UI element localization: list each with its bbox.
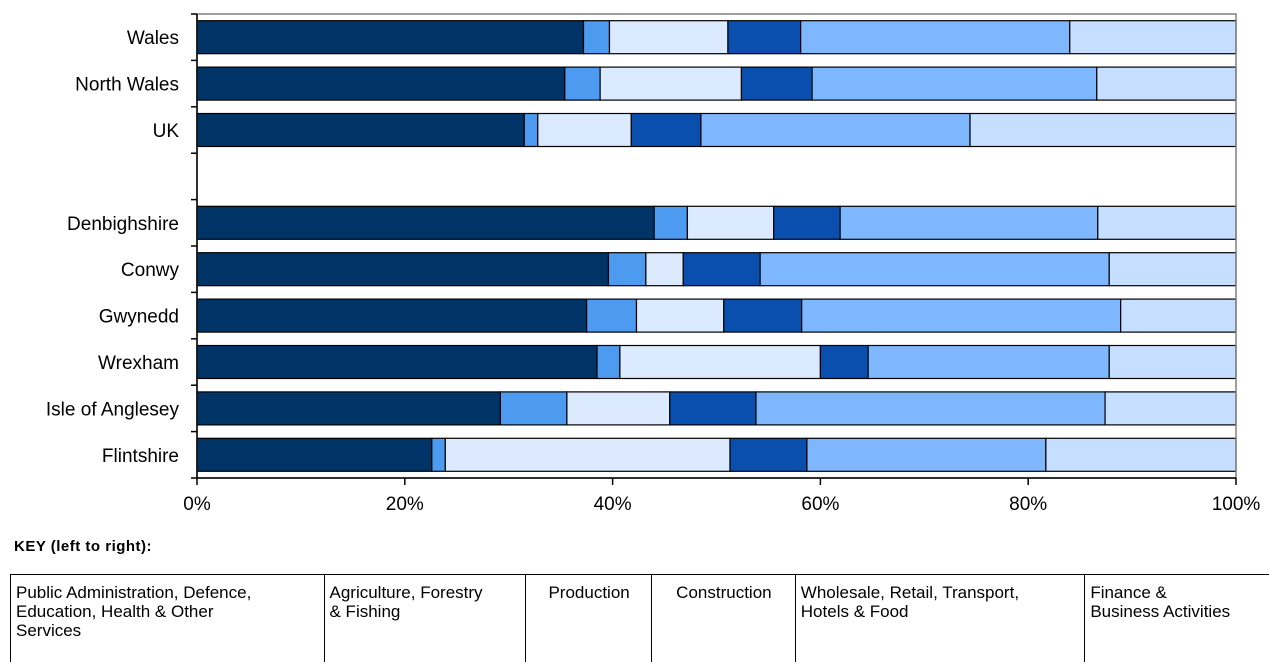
bar-segment (1108, 252, 1237, 287)
bar-segment (564, 66, 601, 101)
bar-segment (1045, 437, 1237, 472)
stacked-bar-chart: Wales North Wales UK Denbighshire Conwy Gwyne… (46, 13, 1260, 515)
category-label: North Wales (75, 75, 179, 96)
bar-segment (586, 298, 638, 333)
key-entry-production: Production (526, 575, 652, 662)
x-tick-label: 20% (386, 494, 424, 515)
bar-segment (1108, 344, 1237, 380)
bar-segment (801, 298, 1122, 333)
bar-segment (755, 391, 1106, 426)
key-entry-wholesale-retail: Wholesale, Retail, Transport, Hotels & F… (796, 575, 1086, 662)
bar-segment (635, 298, 725, 333)
bar-segment (523, 112, 539, 148)
bar-segment (1120, 298, 1237, 333)
x-tick-label: 40% (594, 494, 632, 515)
key-table: Public Administration, Defence, Educatio… (10, 574, 1269, 662)
bar-segment (619, 344, 821, 380)
bar-segment (444, 437, 731, 472)
axes-layer (191, 13, 1237, 485)
bar-segment (969, 112, 1237, 148)
bar-segment (582, 20, 611, 55)
bar-segment (723, 298, 803, 333)
bar-segment (773, 205, 841, 240)
bar-segment (196, 66, 566, 101)
key-entry-public-administration: Public Administration, Defence, Educatio… (11, 575, 325, 662)
bar-segment (729, 437, 808, 472)
bar-segment (686, 205, 775, 240)
category-label: Conwy (121, 260, 180, 281)
key-title: KEY (left to right): (14, 538, 153, 555)
bar-segment (596, 344, 621, 380)
bar-segment (1096, 66, 1237, 101)
x-tick-label: 60% (801, 494, 839, 515)
bar-segment (645, 252, 684, 287)
category-label: Wales (127, 28, 179, 49)
bar-segment (196, 344, 598, 380)
category-label: Denbighshire (67, 214, 179, 235)
bar-segment (196, 112, 525, 148)
x-tick-label: 100% (1212, 494, 1261, 515)
bar-segment (1069, 20, 1237, 55)
bar-segment (537, 112, 632, 148)
bar-segment (196, 252, 610, 287)
bar-segment (700, 112, 971, 148)
bar-segment (727, 20, 802, 55)
bar-segment (196, 20, 585, 55)
bar-segment (630, 112, 702, 148)
bar-segment (566, 391, 671, 426)
bar-segment (867, 344, 1110, 380)
bar-segment (499, 391, 568, 426)
category-label: UK (153, 121, 180, 142)
bar-segment (653, 205, 689, 240)
bar-segment (759, 252, 1110, 287)
bar-segment (800, 20, 1071, 55)
labels-layer: Wales North Wales UK Denbighshire Conwy Gwyne… (46, 28, 1260, 515)
bar-segment (431, 437, 446, 472)
bar-segment (608, 20, 729, 55)
x-tick-label: 0% (183, 494, 211, 515)
bar-segment (740, 66, 813, 101)
category-label: Gwynedd (99, 307, 179, 328)
bar-segment (839, 205, 1099, 240)
key-entry-finance: Finance & Business Activities (1090, 583, 1231, 621)
bar-segment (806, 437, 1047, 472)
bars-layer (196, 20, 1237, 472)
category-label: Wrexham (98, 353, 179, 374)
bar-segment (811, 66, 1098, 101)
x-tick-label: 80% (1009, 494, 1047, 515)
category-label: Flintshire (102, 446, 179, 467)
bar-segment (1097, 205, 1237, 240)
bar-segment (196, 205, 655, 240)
bar-segment (196, 298, 588, 333)
key-entry-agriculture: Agriculture, Forestry & Fishing (325, 575, 527, 662)
bar-segment (819, 344, 869, 380)
key-entry-construction: Construction (652, 575, 796, 662)
category-label: Isle of Anglesey (46, 399, 180, 420)
bar-segment (196, 437, 433, 472)
bar-segment (682, 252, 761, 287)
bar-segment (196, 391, 501, 426)
bar-segment (1104, 391, 1237, 426)
bar-segment (669, 391, 757, 426)
bar-segment (599, 66, 743, 101)
bar-segment (607, 252, 647, 287)
